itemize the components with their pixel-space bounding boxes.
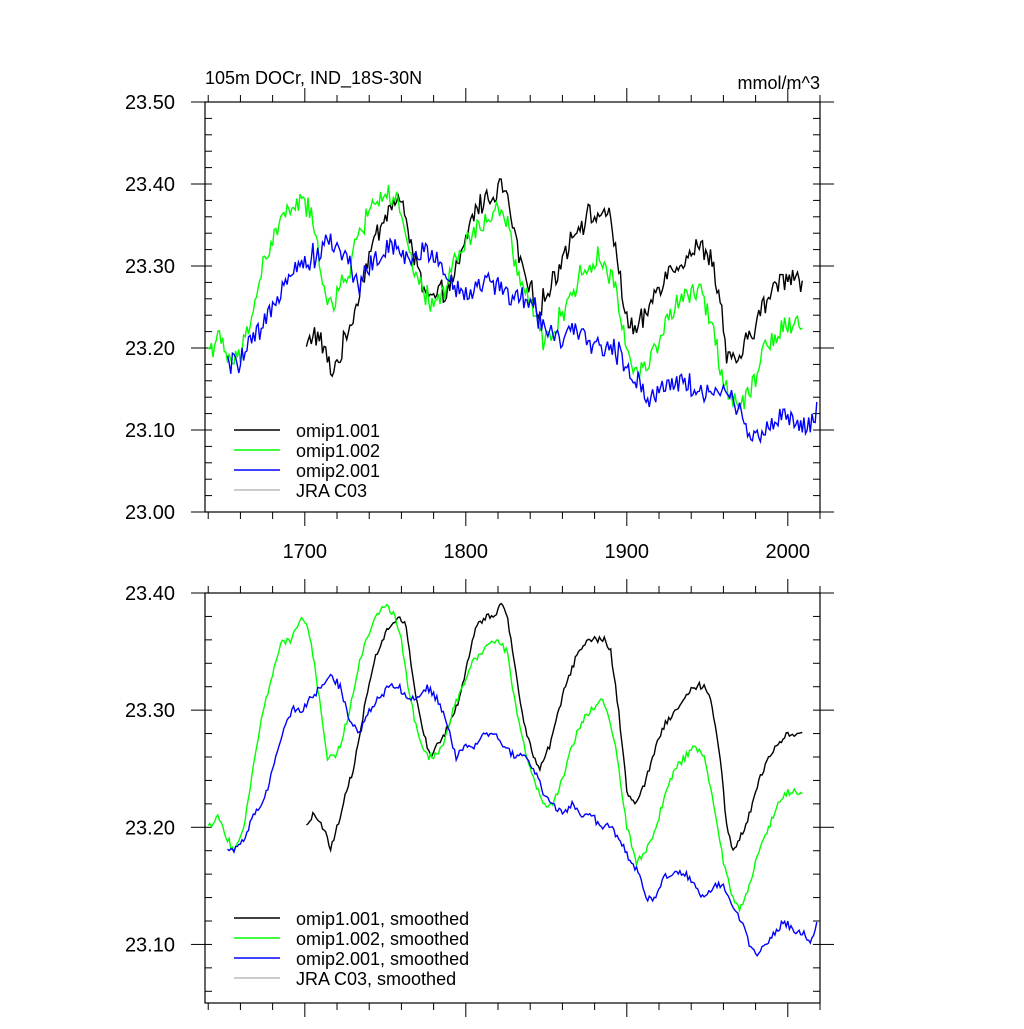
legend-label: omip1.001, smoothed — [296, 909, 469, 929]
y-tick-label: 23.30 — [125, 256, 175, 278]
units-label: mmol/m^3 — [738, 73, 820, 93]
chart-title: 105m DOCr, IND_18S-30N — [205, 68, 422, 89]
legend-label: JRA C03, smoothed — [296, 969, 456, 989]
y-tick-label: 23.50 — [125, 92, 175, 114]
legend-label: omip1.002, smoothed — [296, 929, 469, 949]
y-tick-label: 23.40 — [125, 174, 175, 196]
plot-frame — [204, 592, 821, 1004]
x-tick-label: 2000 — [766, 541, 811, 563]
y-tick-label: 23.00 — [125, 502, 175, 524]
legend-label: omip1.002 — [296, 441, 380, 461]
series-line-omip2-001 — [226, 233, 818, 445]
series-line-omip2-001-smoothed — [227, 673, 818, 958]
x-tick-label: 1700 — [283, 541, 328, 563]
y-tick-label: 23.20 — [125, 338, 175, 360]
plot-frame — [204, 101, 821, 513]
legend-label: omip2.001 — [296, 461, 380, 481]
y-tick-label: 23.30 — [125, 700, 175, 722]
series-line-omip1-001 — [305, 178, 803, 378]
legend-label: JRA C03 — [296, 481, 367, 501]
y-tick-label: 23.10 — [125, 420, 175, 442]
y-tick-label: 23.20 — [125, 817, 175, 839]
series-line-omip1-001-smoothed — [305, 602, 803, 853]
y-tick-label: 23.40 — [125, 583, 175, 605]
legend-label: omip2.001, smoothed — [296, 949, 469, 969]
x-tick-label: 1900 — [605, 541, 650, 563]
legend-label: omip1.001 — [296, 421, 380, 441]
series-line-omip1-002 — [207, 185, 803, 410]
series-line-omip1-002-smoothed — [207, 603, 803, 914]
panel-1: 105m DOCr, IND_18S-30N mmol/m^3 1700 1800 19… — [125, 68, 834, 563]
x-tick-label: 1800 — [444, 541, 489, 563]
y-tick-label: 23.10 — [125, 934, 175, 956]
